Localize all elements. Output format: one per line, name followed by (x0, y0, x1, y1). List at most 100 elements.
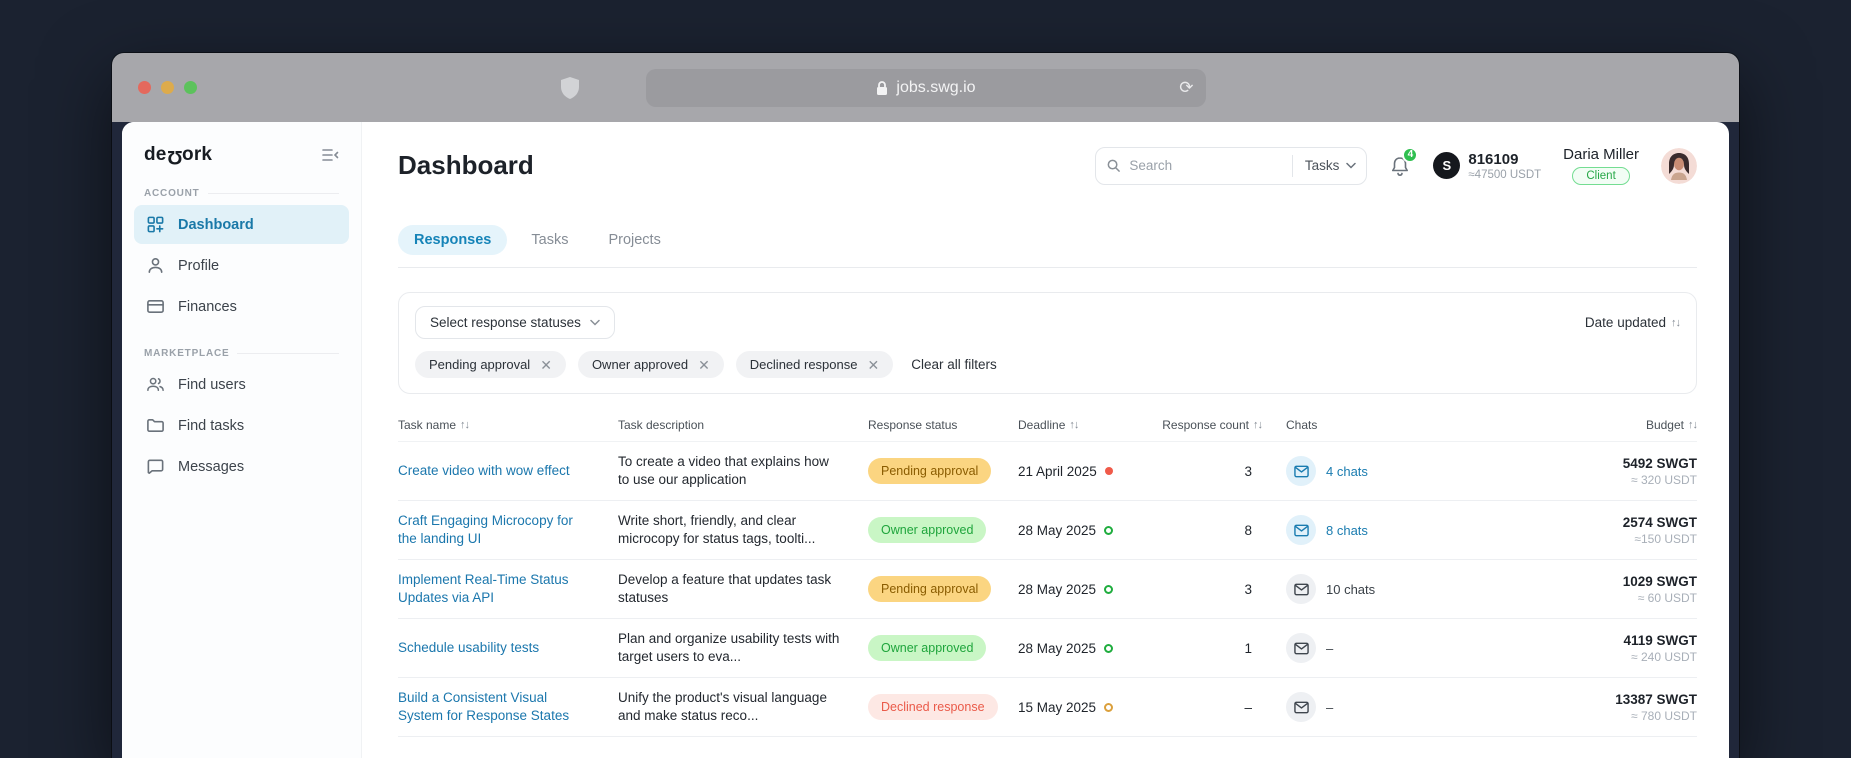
sort-arrows-icon: ↑↓ (1688, 418, 1698, 431)
url-text: jobs.swg.io (896, 78, 976, 96)
search-icon (1106, 158, 1121, 173)
sidebar-item-dashboard[interactable]: Dashboard (134, 205, 349, 244)
chats-link[interactable]: 8 chats (1326, 522, 1368, 538)
column-header-response-count[interactable]: Response count ↑↓ (1162, 417, 1263, 432)
sidebar-collapse-icon[interactable] (321, 147, 339, 163)
sort-arrows-icon: ↑↓ (1253, 418, 1263, 431)
sidebar-item-find-users[interactable]: Find users (134, 365, 349, 404)
budget-cell: 2574 SWGT ≈150 USDT (1420, 515, 1697, 546)
chats-cell: 10 chats (1262, 574, 1420, 604)
table-row: Build a Consistent Visual System for Res… (398, 678, 1697, 737)
column-header-deadline[interactable]: Deadline ↑↓ (1018, 417, 1079, 432)
token-icon: S (1433, 152, 1461, 179)
sidebar: deΩork ACCOUNT Dashboard Pro (122, 122, 362, 758)
page-background: deΩork ACCOUNT Dashboard Pro (112, 122, 1739, 758)
table-header: Task name ↑↓ Task description Response st… (398, 408, 1698, 442)
chevron-down-icon (1346, 162, 1357, 169)
deadline-text: 28 May 2025 (1018, 640, 1097, 656)
table-row: Craft Engaging Microcopy for the landing… (398, 501, 1697, 560)
deadline-text: 28 May 2025 (1018, 581, 1097, 597)
column-header-task-name[interactable]: Task name ↑↓ (398, 417, 470, 432)
response-count-cell: 1 (1244, 640, 1252, 656)
app-card: deΩork ACCOUNT Dashboard Pro (122, 122, 1729, 758)
task-name-link[interactable]: Create video with wow effect (398, 463, 570, 479)
filter-chips: Pending approval ✕ Owner approved ✕ Declin… (415, 351, 1680, 378)
status-filter-select[interactable]: Select response statuses (415, 306, 615, 339)
wallet-balance[interactable]: S 816109 ≈47500 USDT (1433, 151, 1541, 181)
task-name-link[interactable]: Schedule usability tests (398, 640, 540, 656)
status-badge: Owner approved (868, 635, 987, 661)
filter-chip-declined-response: Declined response ✕ (735, 351, 894, 378)
zoom-window-button[interactable] (184, 81, 197, 94)
close-window-button[interactable] (138, 81, 151, 94)
address-bar[interactable]: jobs.swg.io ⟳ (645, 68, 1206, 107)
deadline-cell: 21 April 2025 (1018, 464, 1148, 479)
sidebar-item-label: Finances (178, 298, 237, 315)
task-name-link[interactable]: Build a Consistent Visual System for Res… (398, 690, 570, 723)
tabs: Responses Tasks Projects (398, 225, 1697, 268)
search-input[interactable] (1129, 158, 1284, 173)
table-row: Create video with wow effect To create a… (398, 442, 1697, 501)
tab-responses[interactable]: Responses (398, 225, 508, 255)
column-header-budget[interactable]: Budget ↑↓ (1645, 417, 1698, 432)
deadline-cell: 28 May 2025 (1018, 582, 1148, 597)
sort-arrows-icon: ↑↓ (1671, 316, 1681, 329)
sidebar-item-profile[interactable]: Profile (134, 246, 349, 285)
chat-envelope-icon (1286, 633, 1316, 663)
filters-panel: Select response statuses Date updated ↑↓… (398, 292, 1697, 394)
sidebar-item-find-tasks[interactable]: Find tasks (134, 406, 349, 445)
chats-cell: 8 chats (1262, 515, 1420, 545)
reload-icon[interactable]: ⟳ (1179, 77, 1194, 97)
sort-arrows-icon: ↑↓ (460, 418, 470, 431)
tab-tasks[interactable]: Tasks (531, 232, 569, 248)
sidebar-item-label: Messages (178, 458, 245, 475)
deadline-text: 21 April 2025 (1018, 463, 1097, 479)
sort-date-updated-button[interactable]: Date updated ↑↓ (1584, 315, 1681, 330)
chats-cell: – (1262, 633, 1420, 663)
column-header-task-description: Task description (618, 417, 705, 432)
minimize-window-button[interactable] (161, 81, 174, 94)
response-status-cell: Owner approved (868, 635, 1018, 661)
budget-usd: ≈150 USDT (1634, 531, 1697, 546)
folder-icon (146, 416, 165, 435)
remove-chip-icon[interactable]: ✕ (540, 356, 552, 373)
sidebar-item-label: Find users (178, 376, 246, 393)
notifications-button[interactable]: 4 (1389, 146, 1419, 178)
task-description: Plan and organize usability tests with t… (618, 630, 840, 664)
card-icon (146, 297, 165, 316)
sidebar-item-finances[interactable]: Finances (134, 287, 349, 326)
task-description: Develop a feature that updates task stat… (618, 571, 832, 605)
sidebar-item-messages[interactable]: Messages (134, 447, 349, 486)
sidebar-item-label: Dashboard (178, 216, 254, 233)
status-badge: Owner approved (868, 517, 987, 543)
responses-table: Task name ↑↓ Task description Response st… (398, 408, 1698, 737)
task-description: Write short, friendly, and clear microco… (618, 512, 816, 546)
response-count-cell: 3 (1244, 463, 1252, 479)
response-status-cell: Declined response (868, 694, 1018, 720)
balance-amount: 816109 (1468, 150, 1519, 168)
clear-all-filters-button[interactable]: Clear all filters (911, 357, 997, 372)
remove-chip-icon[interactable]: ✕ (698, 356, 710, 373)
remove-chip-icon[interactable]: ✕ (867, 356, 880, 373)
deadline-status-dot (1104, 702, 1114, 712)
avatar[interactable] (1661, 147, 1697, 184)
privacy-shield-icon[interactable] (560, 76, 580, 100)
deadline-text: 28 May 2025 (1018, 522, 1097, 538)
top-bar: Dashboard Tasks (398, 122, 1697, 195)
sidebar-section-account: ACCOUNT (144, 188, 339, 199)
user-icon (146, 256, 165, 275)
chat-envelope-icon (1286, 574, 1316, 604)
deadline-text: 15 May 2025 (1018, 699, 1097, 715)
budget-cell: 4119 SWGT ≈ 240 USDT (1420, 633, 1697, 664)
task-name-link[interactable]: Craft Engaging Microcopy for the landing… (398, 513, 573, 546)
table-body: Create video with wow effect To create a… (398, 442, 1697, 737)
filter-chip-pending-approval: Pending approval ✕ (415, 351, 566, 378)
user-info: Daria Miller Client (1563, 146, 1639, 185)
search-scope-select[interactable]: Tasks (1291, 154, 1357, 177)
task-name-link[interactable]: Implement Real-Time Status Updates via A… (398, 572, 569, 605)
tab-projects[interactable]: Projects (608, 232, 661, 248)
chats-link[interactable]: 4 chats (1326, 463, 1368, 479)
app-logo: deΩork (144, 144, 213, 167)
deadline-status-dot (1104, 643, 1114, 653)
deadline-status-dot (1104, 467, 1113, 475)
